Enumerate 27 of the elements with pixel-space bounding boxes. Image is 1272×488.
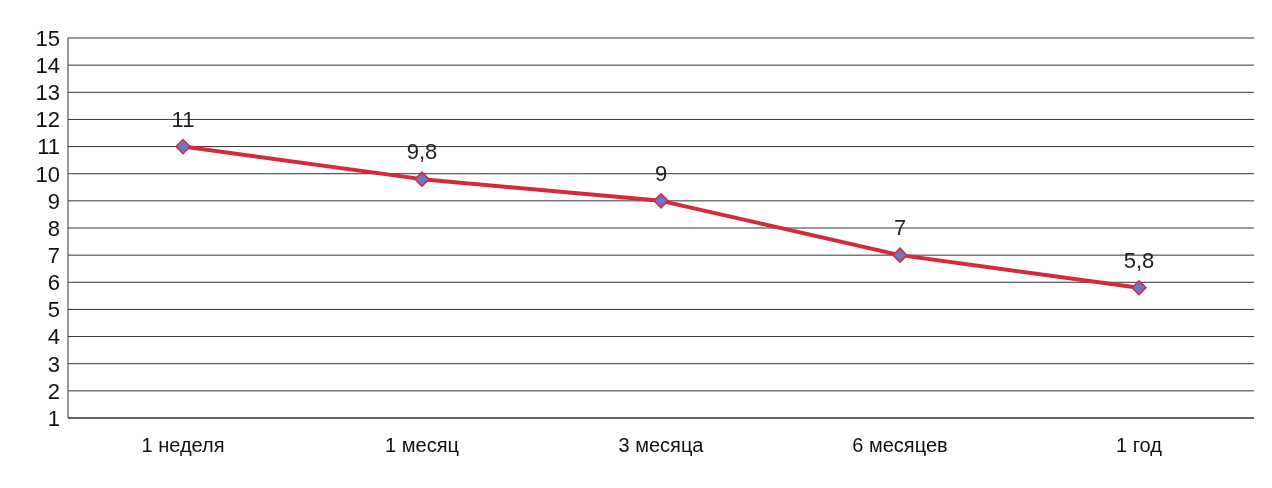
x-tick-label: 3 месяца: [618, 434, 705, 457]
y-tick-label: 3: [47, 351, 60, 377]
text: 9,8: [406, 139, 438, 165]
y-tick-label: 8: [47, 215, 60, 241]
y-tick-label: 14: [35, 52, 60, 78]
y-tick-label: 7: [47, 242, 60, 268]
y-tick-label: 12: [35, 107, 60, 133]
y-tick-label: 1: [47, 405, 60, 431]
x-tick-label: 1 месяц: [385, 434, 459, 457]
point: [414, 171, 430, 187]
point: [892, 247, 908, 263]
x-tick-label: 1 год: [1116, 434, 1163, 457]
x-tick-label: 1 неделя: [141, 434, 225, 457]
y-tick-label: 9: [47, 188, 60, 214]
y-tick-label: 10: [35, 161, 60, 187]
point: [653, 193, 669, 209]
text: 7: [893, 215, 907, 241]
y-tick-label: 6: [47, 270, 60, 296]
y-tick-label: 5: [47, 297, 60, 323]
y-tick-label: 13: [35, 80, 60, 106]
y-tick-label: 2: [47, 378, 60, 404]
y-tick-label: 15: [35, 25, 60, 51]
x-tick-label: 6 месяцев: [852, 434, 948, 457]
point: [1131, 279, 1147, 296]
point: [175, 138, 191, 155]
y-tick-label: 11: [37, 134, 60, 160]
y-tick-label: 4: [47, 324, 60, 350]
